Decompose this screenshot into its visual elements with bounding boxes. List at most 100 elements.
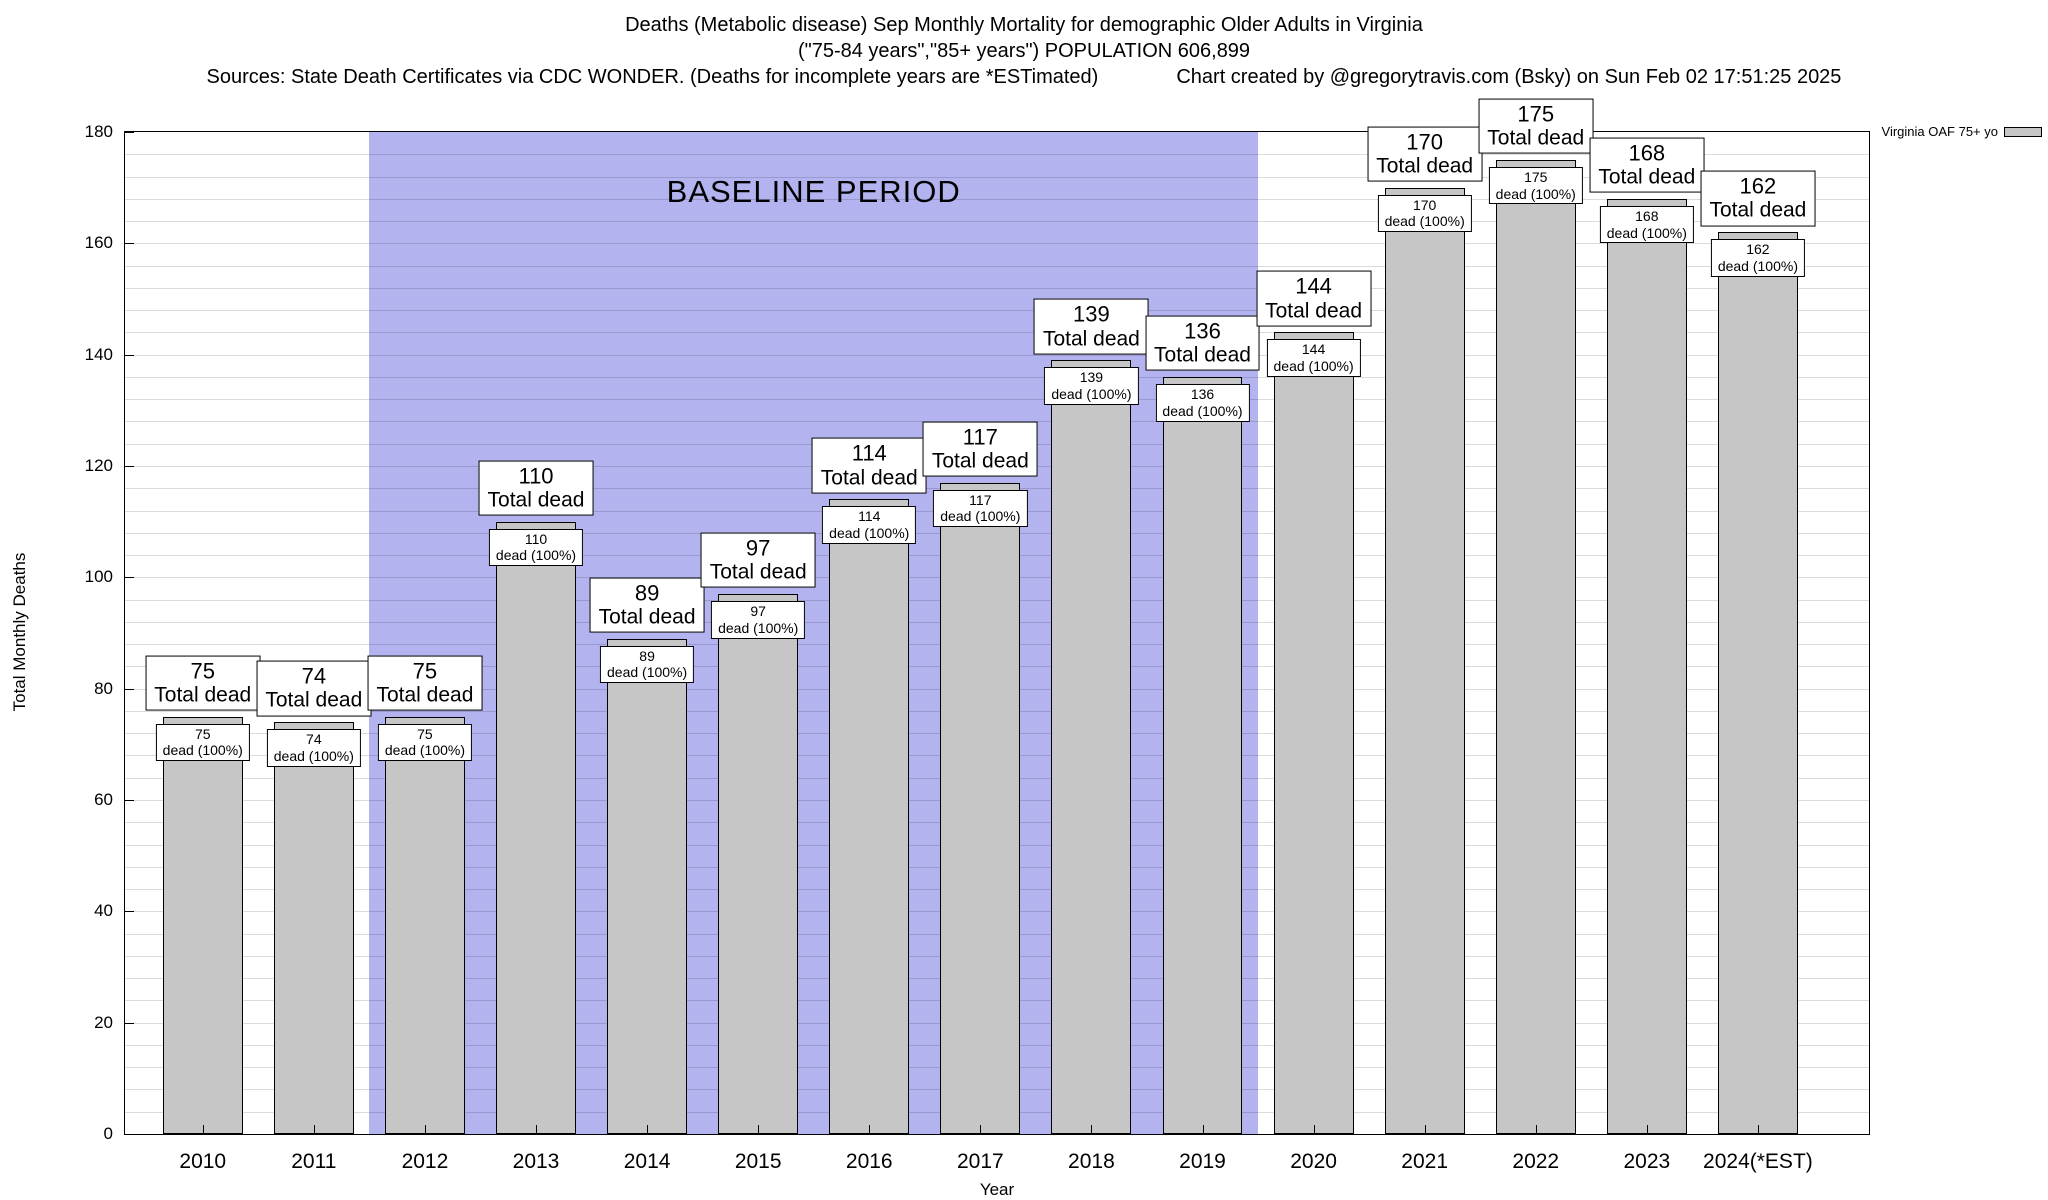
bar <box>607 638 688 1134</box>
x-tick-mark <box>647 1125 649 1134</box>
bar-total-value: 162 <box>1739 173 1777 199</box>
bar-total-label: 170 Total dead <box>1367 126 1483 182</box>
bar-inner-caption: dead (100%) <box>1384 213 1465 230</box>
chart-header: Deaths (Metabolic disease) Sep Monthly M… <box>0 12 2048 90</box>
bar-total-caption: Total dead <box>931 449 1029 473</box>
x-tick-mark <box>869 1125 871 1134</box>
bar <box>1273 332 1354 1134</box>
bar-total-label: 89 Total dead <box>589 577 705 633</box>
bar-total-caption: Total dead <box>1042 327 1140 351</box>
bar <box>1162 376 1243 1134</box>
bar-total-label: 114 Total dead <box>811 437 927 494</box>
bar-inner-label: 75 dead (100%) <box>155 723 250 762</box>
bar-inner-caption: dead (100%) <box>1162 402 1243 419</box>
bar-inner-label: 170 dead (100%) <box>1377 194 1472 233</box>
x-tick-label: 2013 <box>512 1150 560 1173</box>
bar-total-caption: Total dead <box>1154 343 1251 367</box>
bar-total-caption: Total dead <box>1709 199 1807 223</box>
x-tick-mark <box>536 1125 537 1134</box>
bar-inner-caption: dead (100%) <box>1051 386 1132 403</box>
x-tick-label: 2019 <box>1179 1150 1226 1173</box>
bar-total-caption: Total dead <box>376 683 474 707</box>
x-tick-mark <box>1757 1125 1759 1134</box>
x-tick-mark <box>1313 1125 1315 1134</box>
bar-inner-value: 144 <box>1301 341 1326 358</box>
x-tick-label: 2020 <box>1290 1150 1337 1173</box>
bar-total-value: 110 <box>518 463 554 489</box>
bar-inner-caption: dead (100%) <box>273 747 354 764</box>
y-tick-label: 160 <box>84 233 113 253</box>
plot-area: BASELINE PERIOD Year 0 20 40 60 80 100 120 140 1… <box>85 98 1870 1199</box>
y-tick-mark <box>125 466 134 467</box>
x-tick-mark <box>1535 1125 1537 1134</box>
bar-inner-label: 144 dead (100%) <box>1266 339 1361 377</box>
bar-inner-value: 139 <box>1079 369 1104 386</box>
y-tick-label: 0 <box>103 1124 113 1143</box>
bar <box>384 716 465 1134</box>
gridline <box>125 221 1869 223</box>
y-tick-mark <box>125 1022 134 1024</box>
bar-total-value: 75 <box>412 658 438 684</box>
x-tick-mark <box>1424 1125 1426 1134</box>
bar-total-value: 89 <box>634 580 660 606</box>
bar-inner-value: 117 <box>969 491 992 508</box>
x-tick-label: 2024(*EST) <box>1703 1150 1813 1173</box>
gridline <box>125 154 1869 156</box>
bar-inner-value: 110 <box>524 530 548 547</box>
y-tick-mark <box>125 800 134 801</box>
gridline <box>125 376 1869 378</box>
y-tick-label: 80 <box>94 678 113 698</box>
bar-inner-value: 89 <box>639 647 655 664</box>
bar <box>940 482 1021 1134</box>
bar-total-value: 74 <box>301 663 327 689</box>
bar-inner-caption: dead (100%) <box>384 742 466 759</box>
bar-inner-caption: dead (100%) <box>495 547 577 564</box>
bar <box>1495 159 1576 1134</box>
x-tick-label: 2022 <box>1512 1150 1560 1173</box>
x-tick-mark <box>1646 1125 1648 1134</box>
bar-total-label: 97 Total dead <box>700 532 816 589</box>
bar-inner-caption: dead (100%) <box>1717 257 1798 274</box>
bar-total-caption: Total dead <box>709 560 807 584</box>
bar-total-caption: Total dead <box>820 466 918 490</box>
bar-inner-caption: dead (100%) <box>1495 185 1576 202</box>
bar-inner-caption: dead (100%) <box>162 742 243 759</box>
bar-total-value: 75 <box>190 658 215 684</box>
y-tick-mark <box>125 577 134 579</box>
x-tick-label: 2021 <box>1401 1150 1449 1173</box>
bar-inner-caption: dead (100%) <box>829 525 910 542</box>
bar-total-caption: Total dead <box>1487 126 1585 150</box>
bar-total-value: 175 <box>1517 101 1555 127</box>
bar-total-value: 168 <box>1628 140 1666 166</box>
y-tick-mark <box>125 132 134 133</box>
gridline <box>125 354 1869 356</box>
bar-total-label: 75 Total dead <box>145 655 261 711</box>
y-tick-label: 140 <box>84 344 113 364</box>
bar-total-value: 136 <box>1184 318 1221 344</box>
y-tick-mark <box>125 688 134 690</box>
chart-subheader: Sources: State Death Certificates via CD… <box>0 64 2048 90</box>
bar <box>162 716 243 1134</box>
gridline <box>125 265 1869 267</box>
bar-inner-label: 75 dead (100%) <box>377 723 473 762</box>
bar-inner-caption: dead (100%) <box>606 664 688 681</box>
bar-inner-label: 117 dead (100%) <box>933 489 1028 528</box>
bar-inner-value: 175 <box>1524 168 1548 185</box>
y-tick-mark <box>125 243 134 245</box>
bar <box>1717 232 1798 1134</box>
x-tick-label: 2010 <box>179 1150 227 1173</box>
bar-inner-value: 114 <box>858 508 881 525</box>
x-tick-mark <box>1091 1125 1093 1134</box>
bar-inner-label: 175 dead (100%) <box>1488 166 1583 205</box>
bar-inner-label: 162 dead (100%) <box>1710 239 1805 277</box>
chart-credit: Chart created by @gregorytravis.com (Bsk… <box>1176 66 1842 88</box>
x-tick-label: 2017 <box>956 1150 1004 1173</box>
y-tick-mark <box>125 354 134 356</box>
bar-inner-label: 168 dead (100%) <box>1599 205 1694 244</box>
bar-total-value: 139 <box>1073 301 1110 327</box>
x-tick-mark <box>1202 1125 1204 1134</box>
bar-total-label: 117 Total dead <box>922 421 1038 477</box>
bar-total-value: 117 <box>962 424 998 450</box>
bar-inner-label: 139 dead (100%) <box>1044 367 1139 405</box>
x-tick-label: 2012 <box>401 1150 449 1173</box>
